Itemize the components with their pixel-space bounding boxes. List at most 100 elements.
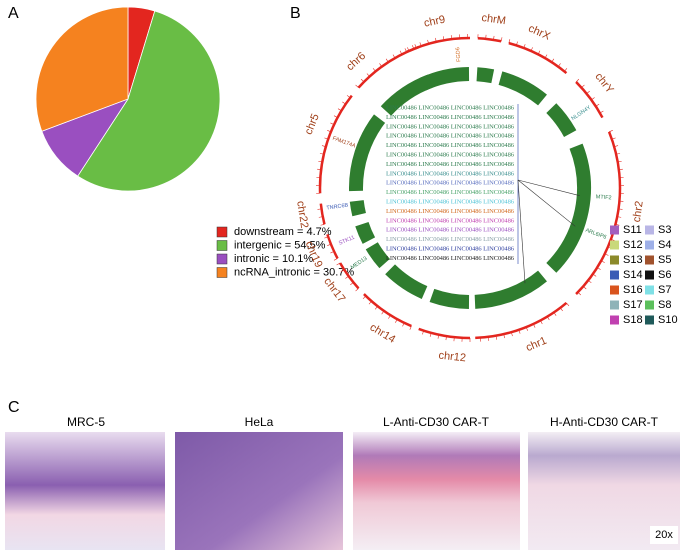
center-row: LINC00486 LINC00486 LINC00486 LINC00486: [386, 161, 515, 168]
arc-tick: [591, 97, 595, 101]
center-row: LINC00486 LINC00486 LINC00486 LINC00486: [386, 133, 515, 140]
arc-tick: [435, 37, 437, 42]
chromosome-block: [474, 270, 547, 309]
center-row: LINC00486 LINC00486 LINC00486 LINC00486: [386, 227, 515, 234]
pie-slice: [77, 10, 221, 192]
chromosome-label: chr22: [294, 200, 310, 229]
arc-tick: [508, 39, 511, 44]
legend-swatch: [645, 225, 654, 235]
legend-label: S6: [658, 269, 671, 281]
arc-tick: [330, 122, 335, 125]
chromosome-block: [546, 103, 577, 138]
arc-tick: [500, 37, 503, 42]
arc-tick: [533, 323, 536, 328]
chromosome-arc: [319, 203, 326, 225]
arc-tick: [616, 153, 621, 155]
chromosome-arc: [363, 293, 412, 328]
image-title: H-Anti-CD30 CAR-T: [550, 415, 659, 429]
legend-swatch: [610, 255, 619, 265]
scale-box: [650, 526, 678, 544]
arc-tick: [586, 90, 590, 94]
arc-tick: [427, 39, 429, 44]
arc-tick: [409, 325, 412, 330]
arc-tick: [320, 223, 325, 226]
legend-swatch: [216, 240, 228, 251]
arc-tick: [608, 130, 613, 133]
legend-label: downstream = 4.7%: [234, 226, 332, 238]
arc-tick: [530, 47, 533, 52]
chromosome-arc: [326, 233, 339, 260]
gene-label: MED13: [350, 256, 369, 271]
chromosome-label: chr9: [423, 14, 446, 30]
panel-label: C: [8, 399, 20, 416]
link-line: [517, 179, 576, 227]
legend-label: S13: [623, 254, 643, 266]
arc-tick: [372, 68, 376, 72]
arc-tick: [340, 269, 345, 273]
chromosome-label: chr14: [368, 321, 398, 345]
arc-tick: [350, 282, 354, 286]
center-row: LINC00486 LINC00486 LINC00486 LINC00486: [386, 198, 515, 205]
arc-tick: [617, 160, 622, 163]
arc-tick: [362, 295, 367, 299]
chromosome-label: chrY: [592, 71, 616, 97]
center-row: LINC00486 LINC00486 LINC00486 LINC00486: [386, 114, 515, 121]
image-title: L-Anti-CD30 CAR-T: [383, 415, 490, 429]
center-row: LINC00486 LINC00486 LINC00486 LINC00486: [386, 180, 515, 187]
arc-tick: [597, 267, 601, 270]
arc-tick: [327, 130, 332, 133]
arc-tick: [583, 286, 587, 290]
arc-tick: [333, 258, 338, 261]
legend-swatch: [216, 253, 228, 265]
chromosome-block: [498, 71, 547, 106]
legend-swatch: [216, 226, 228, 238]
arc-tick: [324, 137, 329, 140]
chromosome-block: [349, 114, 386, 192]
center-row: LINC00486 LINC00486 LINC00486 LINC00486: [386, 217, 515, 224]
panel-label: B: [290, 5, 301, 22]
chromosome-arc: [475, 301, 568, 340]
arc-tick: [604, 253, 609, 256]
arc-tick: [345, 275, 349, 279]
arc-tick: [551, 58, 555, 63]
arc-tick: [557, 63, 561, 67]
chromosome-arc: [508, 41, 568, 75]
legend-label: S11: [623, 224, 642, 236]
center-row: LINC00486 LINC00486 LINC00486 LINC00486: [386, 151, 515, 158]
chromosome-arc: [575, 131, 622, 295]
arc-tick: [385, 58, 389, 63]
arc-tick: [544, 54, 548, 59]
arc-tick: [560, 307, 563, 312]
chromosome-block: [476, 67, 495, 84]
arc-tick: [577, 291, 581, 296]
arc-tick: [575, 78, 580, 83]
arc-tick: [601, 260, 605, 263]
histology-image: [175, 432, 343, 550]
chromosome-block: [365, 242, 390, 269]
arc-tick: [553, 312, 557, 316]
arc-tick: [518, 329, 521, 334]
arc-tick: [379, 63, 383, 67]
chromosome-arc: [575, 81, 604, 119]
link-line: [517, 179, 526, 284]
legend-label: S7: [658, 284, 671, 296]
legend-swatch: [610, 225, 619, 235]
center-row: LINC00486 LINC00486 LINC00486 LINC00486: [386, 208, 515, 215]
chromosome-block: [429, 288, 470, 309]
arc-tick: [324, 236, 329, 239]
link-line: [517, 179, 580, 196]
arc-tick: [437, 334, 440, 339]
center-row: LINC00486 LINC00486 LINC00486 LINC00486: [386, 142, 515, 149]
arc-tick: [516, 41, 518, 46]
legend-swatch: [610, 270, 619, 280]
arc-tick: [503, 334, 505, 339]
legend-swatch: [216, 267, 228, 278]
arc-tick: [395, 319, 398, 323]
arc-tick: [422, 330, 424, 335]
center-row: LINC00486 LINC00486 LINC00486 LINC00486: [386, 255, 515, 262]
arc-tick: [330, 251, 335, 254]
legend-swatch: [645, 300, 654, 310]
legend-swatch: [645, 240, 654, 250]
arc-tick: [595, 103, 600, 107]
